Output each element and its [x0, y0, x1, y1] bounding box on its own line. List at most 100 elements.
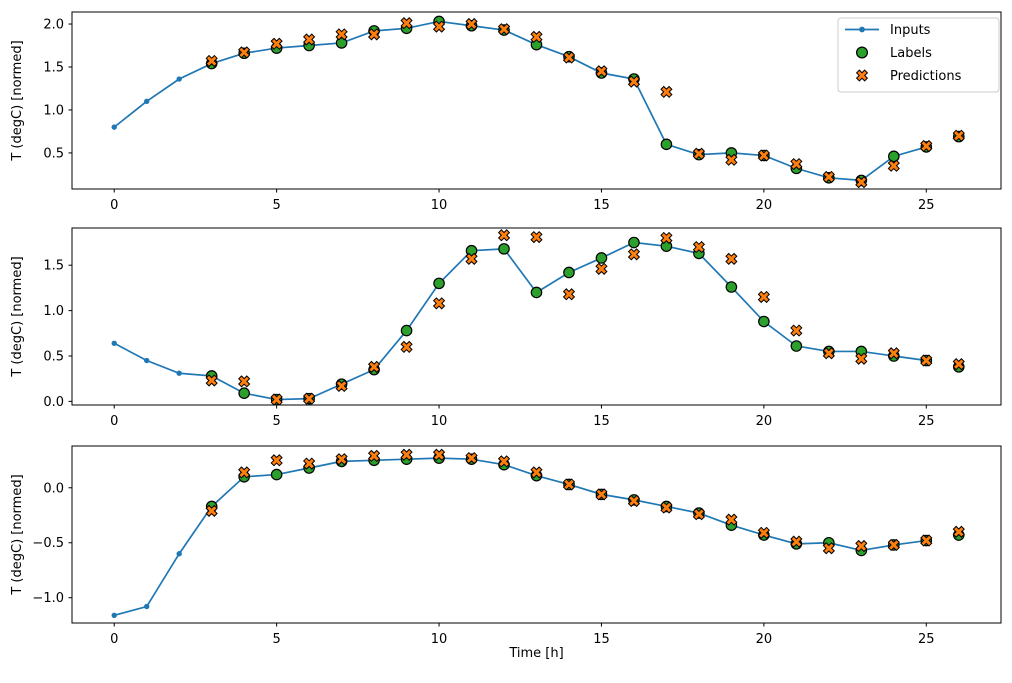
predictions-marker-x — [822, 170, 835, 184]
predictions-marker-x — [790, 535, 803, 548]
x-tick-label: 20 — [756, 198, 773, 213]
labels-marker-circle — [660, 138, 673, 151]
series-predictions — [205, 229, 965, 406]
inputs-marker-dot — [144, 357, 150, 364]
x-tick-label: 25 — [918, 198, 935, 213]
predictions-marker-x — [400, 340, 413, 354]
predictions-marker-x — [205, 374, 218, 387]
predictions-marker-x — [303, 392, 316, 405]
inputs-line — [113, 20, 927, 182]
predictions-marker-x — [790, 157, 803, 171]
series-labels — [205, 236, 965, 406]
predictions-marker-x — [465, 17, 478, 31]
axes-frame — [71, 445, 1002, 624]
legend-inputs-dot-icon — [859, 26, 865, 33]
predictions-marker-x — [497, 455, 511, 468]
labels-marker-circle — [530, 286, 543, 299]
predictions-marker-x — [497, 229, 511, 242]
predictions-marker-x — [303, 457, 316, 470]
y-tick-label: −1.0 — [32, 591, 64, 606]
x-tick-label: 0 — [110, 198, 118, 213]
subplot-middle: 0.0 0.5 1.0 1.5 0 5 10 15 20 25 T (degC) [normed] — [10, 227, 1002, 429]
predictions-marker-x — [595, 488, 608, 501]
predictions-marker-x — [725, 252, 738, 265]
predictions-marker-x — [855, 352, 868, 365]
y-tick-label: 0.0 — [43, 481, 64, 496]
x-tick-label: 5 — [272, 632, 280, 647]
y-axis-label: T (degC) [normed] — [10, 40, 25, 161]
predictions-marker-x — [205, 54, 218, 68]
subplot-top: 0.5 1.0 1.5 2.0 0 5 10 15 20 25 T (degC) [normed] — [10, 11, 1002, 213]
predictions-marker-x — [432, 297, 446, 310]
y-tick-label: −0.5 — [32, 536, 64, 551]
predictions-marker-x — [692, 147, 706, 160]
y-axis-label: T (degC) [normed] — [10, 474, 25, 595]
predictions-marker-x — [855, 176, 868, 189]
y-tick-label: 0.0 — [43, 395, 64, 410]
predictions-marker-x — [238, 46, 251, 59]
labels-marker-circle — [433, 277, 445, 290]
predictions-marker-x — [400, 17, 413, 30]
predictions-marker-x — [530, 230, 543, 244]
inputs-marker-dot — [144, 603, 150, 610]
predictions-marker-x — [270, 454, 283, 467]
predictions-marker-x — [562, 51, 576, 64]
predictions-marker-x — [660, 85, 673, 99]
labels-marker-circle — [400, 324, 413, 337]
predictions-marker-x — [660, 231, 673, 245]
labels-marker-circle — [563, 266, 575, 279]
y-tick-label: 1.5 — [43, 60, 64, 75]
legend-item-labels: Labels — [855, 46, 932, 61]
inputs-marker-dot — [176, 76, 182, 82]
predictions-marker-x — [952, 358, 965, 371]
predictions-marker-x — [270, 393, 283, 406]
series-predictions — [205, 17, 965, 189]
predictions-marker-x — [692, 240, 706, 254]
predictions-marker-x — [595, 65, 608, 78]
legend-label: Inputs — [890, 23, 931, 38]
y-tick-label: 1.0 — [43, 103, 64, 118]
inputs-marker-dot — [144, 98, 150, 105]
predictions-marker-x — [627, 248, 641, 261]
series-inputs — [111, 239, 929, 403]
labels-marker-circle — [270, 468, 283, 481]
x-tick-label: 5 — [272, 414, 280, 429]
x-tick-label: 0 — [110, 632, 118, 647]
labels-marker-circle — [888, 150, 900, 163]
series-inputs — [111, 455, 929, 619]
predictions-marker-x — [238, 466, 251, 479]
predictions-marker-x — [367, 28, 381, 41]
labels-marker-circle — [758, 315, 770, 328]
legend-item-inputs: Inputs — [845, 23, 931, 38]
inputs-marker-dot — [176, 551, 182, 557]
predictions-marker-x — [627, 75, 641, 88]
inputs-marker-dot — [111, 612, 117, 619]
labels-marker-circle — [595, 252, 608, 264]
inputs-marker-dot — [111, 124, 117, 130]
labels-marker-circle — [498, 243, 510, 255]
x-tick-label: 25 — [918, 414, 935, 429]
legend-frame — [837, 17, 1000, 93]
predictions-marker-x — [562, 288, 576, 301]
predictions-marker-x — [855, 539, 868, 553]
predictions-marker-x — [465, 451, 478, 465]
predictions-marker-x — [887, 159, 900, 172]
legend-item-predictions: Predictions — [855, 69, 962, 84]
series-labels — [205, 452, 965, 557]
predictions-marker-x — [920, 139, 933, 153]
labels-marker-circle — [790, 340, 803, 352]
predictions-marker-x — [757, 149, 770, 162]
inputs-line — [114, 457, 927, 617]
predictions-marker-x — [432, 20, 446, 33]
y-tick-label: 1.5 — [43, 259, 64, 274]
predictions-marker-x — [952, 525, 965, 538]
legend-predictions-x-icon — [855, 69, 869, 82]
x-tick-label: 5 — [272, 198, 280, 213]
predictions-marker-x — [303, 33, 316, 46]
x-axis-label: Time [h] — [508, 646, 563, 661]
predictions-marker-x — [497, 23, 511, 36]
predictions-marker-x — [920, 354, 933, 367]
predictions-marker-x — [822, 542, 835, 555]
x-tick-label: 10 — [431, 632, 448, 647]
